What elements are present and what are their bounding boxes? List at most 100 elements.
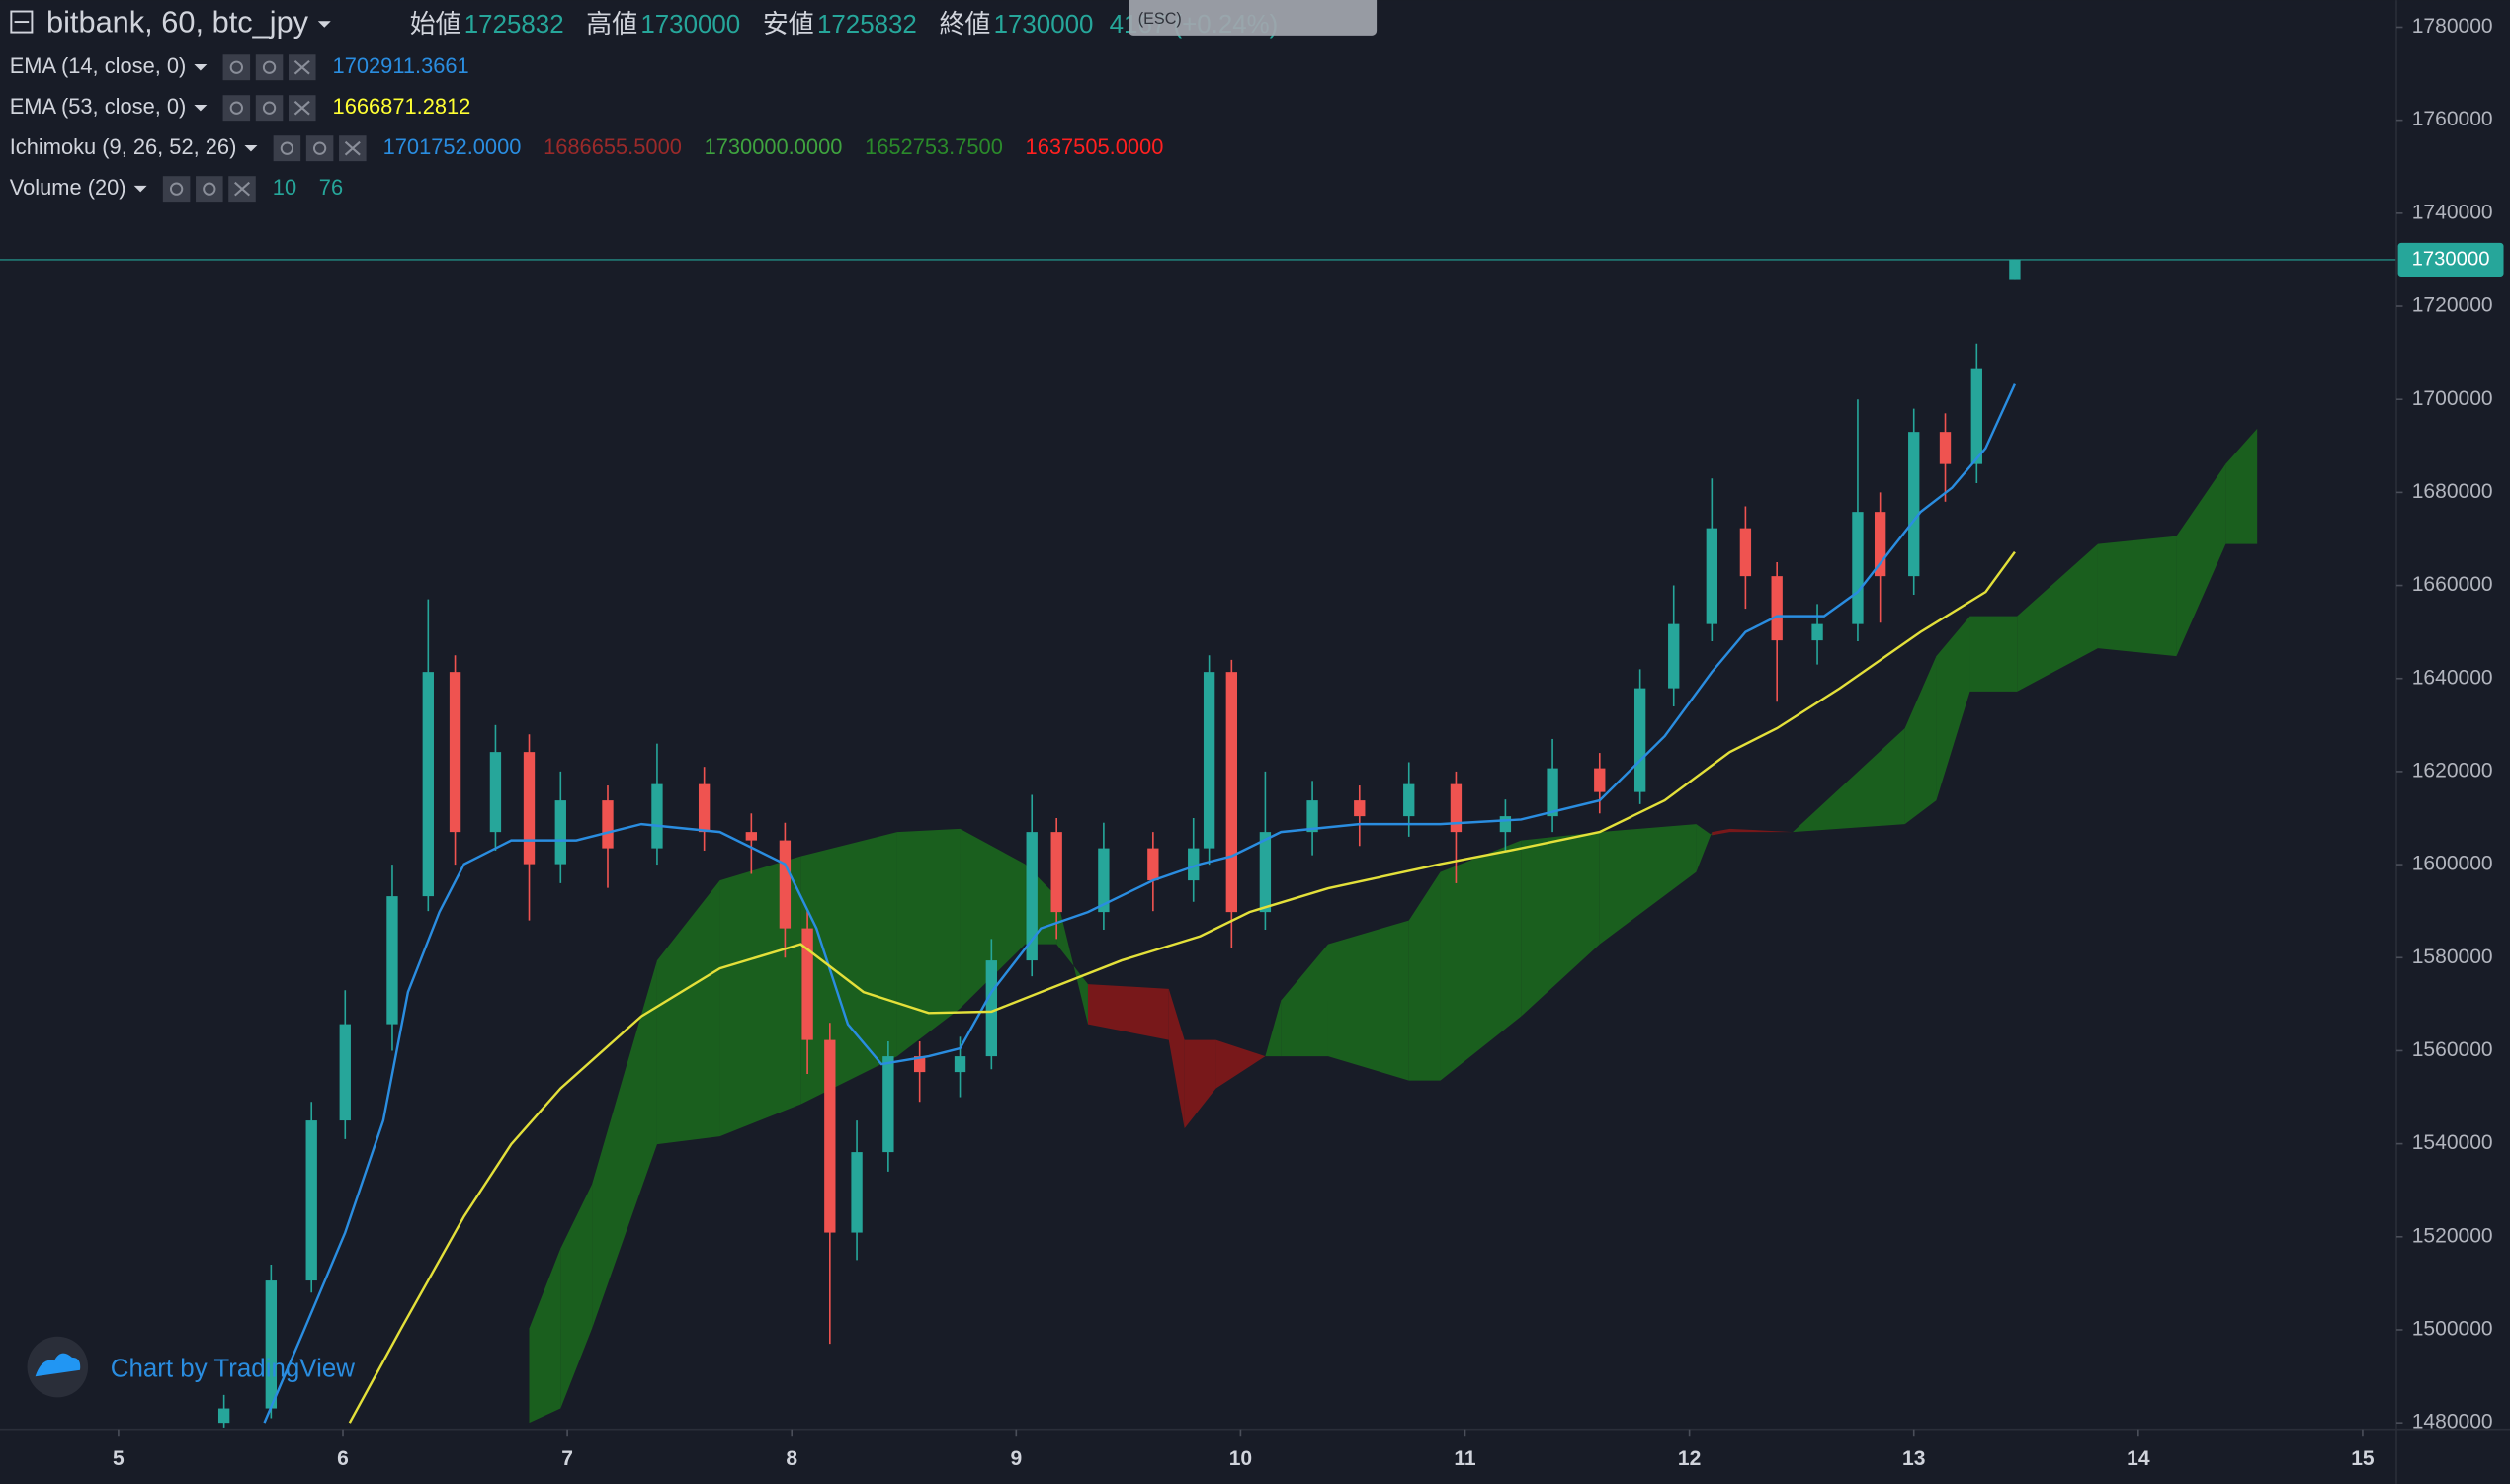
candle-body: [422, 672, 434, 897]
cloud-segment: [1599, 824, 1697, 945]
legend-gear-button[interactable]: [305, 135, 334, 162]
ohlc-value: 1725832: [464, 11, 564, 39]
y-tick-label: 1720000: [2412, 294, 2493, 317]
x-tick-label: 10: [1229, 1447, 1252, 1470]
y-tick-label: 1540000: [2412, 1131, 2493, 1154]
tooltip: (ESC): [1129, 0, 1378, 36]
legend-eye-icon: [229, 101, 243, 115]
candle-body: [779, 840, 792, 929]
legend-name[interactable]: EMA (53, close, 0): [10, 94, 187, 119]
cloud-segment: [1281, 944, 1328, 1057]
candle-body: [2009, 259, 2021, 280]
y-tick-label: 1620000: [2412, 759, 2493, 782]
candle-body: [1499, 816, 1512, 833]
candle-body: [913, 1056, 926, 1073]
legend-value: 1666871.2812: [333, 94, 471, 119]
cloud-segment: [1696, 824, 1713, 872]
candle-body: [745, 832, 758, 841]
x-tick-label: 9: [1010, 1447, 1022, 1470]
candle-body: [1403, 783, 1415, 817]
dropdown-caret[interactable]: [133, 185, 147, 193]
legend-name[interactable]: EMA (14, close, 0): [10, 53, 187, 78]
legend-gear-button[interactable]: [196, 176, 223, 203]
candle-body: [698, 783, 711, 833]
plot-area: [0, 259, 2396, 1428]
legend-name[interactable]: Volume (20): [10, 175, 126, 200]
y-tick-label: 1560000: [2412, 1038, 2493, 1061]
x-tick-label: 15: [2351, 1447, 2375, 1470]
cloud-segment: [1521, 832, 1600, 1017]
candle-body: [1450, 783, 1463, 833]
cloud-segment: [2176, 463, 2226, 657]
legend-eye-button[interactable]: [222, 95, 251, 122]
cloud-segment: [1087, 984, 1169, 1040]
legend-eye-button[interactable]: [273, 135, 301, 162]
cloud-segment: [529, 1248, 561, 1424]
legend-gear-button[interactable]: [255, 95, 284, 122]
legend-gear-icon: [262, 101, 277, 115]
watermark: Chart by TradingView: [27, 1336, 355, 1398]
candle-body: [1970, 368, 1982, 464]
legend-value: 1652753.7500: [865, 134, 1003, 159]
candle-body: [1852, 512, 1864, 624]
y-tick-label: 1780000: [2412, 15, 2493, 38]
y-tick-label: 1500000: [2412, 1318, 2493, 1341]
legend-eye-icon: [280, 141, 294, 155]
chart-title[interactable]: bitbank, 60, btc_jpy: [46, 5, 309, 40]
ohlc-label: 高値: [586, 10, 637, 39]
candle-body: [339, 1024, 351, 1121]
legend-gear-icon: [262, 60, 277, 74]
cloud-segment: [1904, 656, 1937, 825]
cloud-segment: [1936, 616, 1970, 801]
candle-body: [1908, 432, 1920, 577]
legend-eye-button[interactable]: [222, 54, 251, 81]
cloud-segment: [1168, 988, 1185, 1129]
legend-eye-icon: [169, 182, 184, 196]
cloud-segment: [1215, 1039, 1266, 1089]
dropdown-caret[interactable]: [194, 104, 208, 112]
legend-close-icon: [344, 140, 361, 156]
dropdown-caret[interactable]: [244, 144, 258, 152]
candle-body: [1594, 768, 1606, 792]
legend-name[interactable]: Ichimoku (9, 26, 52, 26): [10, 134, 237, 159]
candle-body: [1098, 848, 1110, 913]
candle-body: [1203, 672, 1215, 849]
x-tick-label: 7: [561, 1447, 573, 1470]
candle-body: [265, 1280, 278, 1409]
candle-body: [1739, 528, 1752, 577]
candle-body: [386, 896, 398, 1025]
candle-body: [1306, 800, 1318, 833]
cloud-segment: [1793, 728, 1905, 833]
cloud-segment: [1729, 828, 1794, 833]
x-tick-label: 11: [1454, 1447, 1476, 1470]
ohlc-value: 1730000: [640, 11, 740, 39]
x-tick-label: 8: [786, 1447, 797, 1470]
candle-body: [523, 752, 536, 865]
candle-body: [217, 1408, 230, 1424]
legend-eye-icon: [229, 60, 243, 74]
legend-close-icon: [293, 59, 310, 75]
legend-gear-button[interactable]: [255, 54, 284, 81]
y-tick-label: 1680000: [2412, 480, 2493, 503]
candle-body: [954, 1056, 966, 1073]
legend-value: 1701752.0000: [383, 134, 522, 159]
legend-eye-button[interactable]: [162, 176, 191, 203]
cloud-segment: [592, 960, 657, 1329]
candle-body: [1874, 512, 1886, 577]
cloud-segment: [2225, 428, 2258, 544]
candle-body: [1633, 688, 1646, 792]
candle-body: [1225, 672, 1238, 913]
watermark-logo-cloud: [35, 1353, 81, 1377]
cloud-segment: [1184, 1039, 1216, 1129]
cloud-segment: [1440, 840, 1522, 1081]
x-tick-label: 13: [1902, 1447, 1925, 1470]
x-tick-label: 6: [337, 1447, 349, 1470]
dropdown-caret[interactable]: [194, 63, 208, 71]
dropdown-caret[interactable]: [317, 21, 331, 28]
candle-body: [554, 800, 566, 865]
y-tick-label: 1600000: [2412, 853, 2493, 875]
candle-body: [1354, 800, 1366, 817]
tooltip-text: (ESC): [1138, 10, 1182, 28]
collapse-icon[interactable]: [10, 10, 34, 34]
ohlc-value: 1730000: [994, 11, 1094, 39]
